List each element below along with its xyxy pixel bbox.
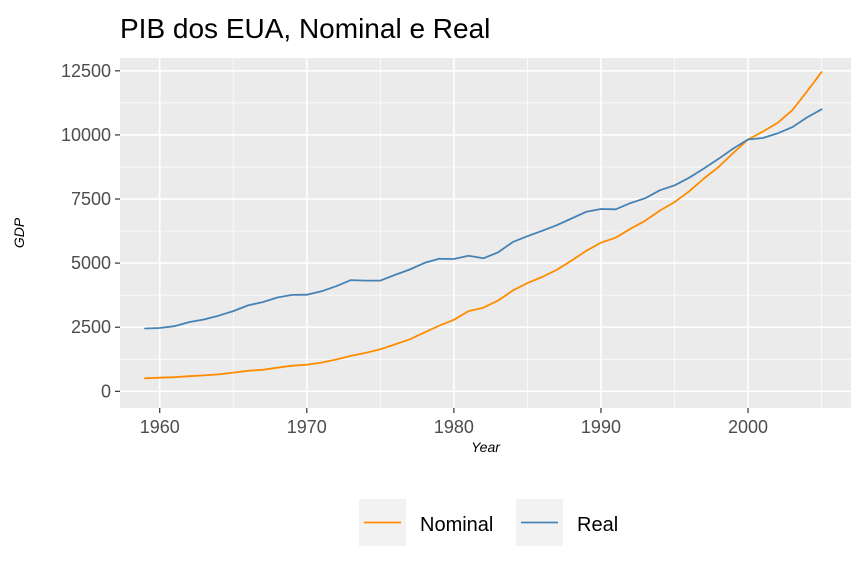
x-tick-label: 2000 xyxy=(728,417,768,437)
x-tick-label: 1970 xyxy=(287,417,327,437)
series-line-real xyxy=(144,108,823,330)
legend: Nominal Real xyxy=(359,499,618,546)
y-tick-label: 7500 xyxy=(71,189,111,209)
series-lines xyxy=(144,71,823,380)
x-axis-title: Year xyxy=(471,439,501,455)
x-tick-label: 1990 xyxy=(581,417,621,437)
x-tick-label: 1980 xyxy=(434,417,474,437)
y-tick-label: 0 xyxy=(101,381,111,401)
major-gridlines xyxy=(120,58,851,408)
x-axis-ticks: 1960 1970 1980 1990 2000 xyxy=(140,408,768,437)
minor-gridlines xyxy=(120,58,851,408)
y-axis-ticks: 0 2500 5000 7500 10000 12500 xyxy=(61,61,120,401)
y-tick-label: 2500 xyxy=(71,317,111,337)
legend-label-nominal: Nominal xyxy=(420,514,493,536)
series-line-nominal xyxy=(144,71,823,380)
y-tick-label: 10000 xyxy=(61,125,111,145)
y-tick-label: 12500 xyxy=(61,61,111,81)
plot-panel xyxy=(120,58,851,408)
x-tick-label: 1960 xyxy=(140,417,180,437)
y-axis-title: GDP xyxy=(11,217,27,248)
legend-label-real: Real xyxy=(577,514,618,536)
chart-title: PIB dos EUA, Nominal e Real xyxy=(120,13,490,44)
y-tick-label: 5000 xyxy=(71,253,111,273)
